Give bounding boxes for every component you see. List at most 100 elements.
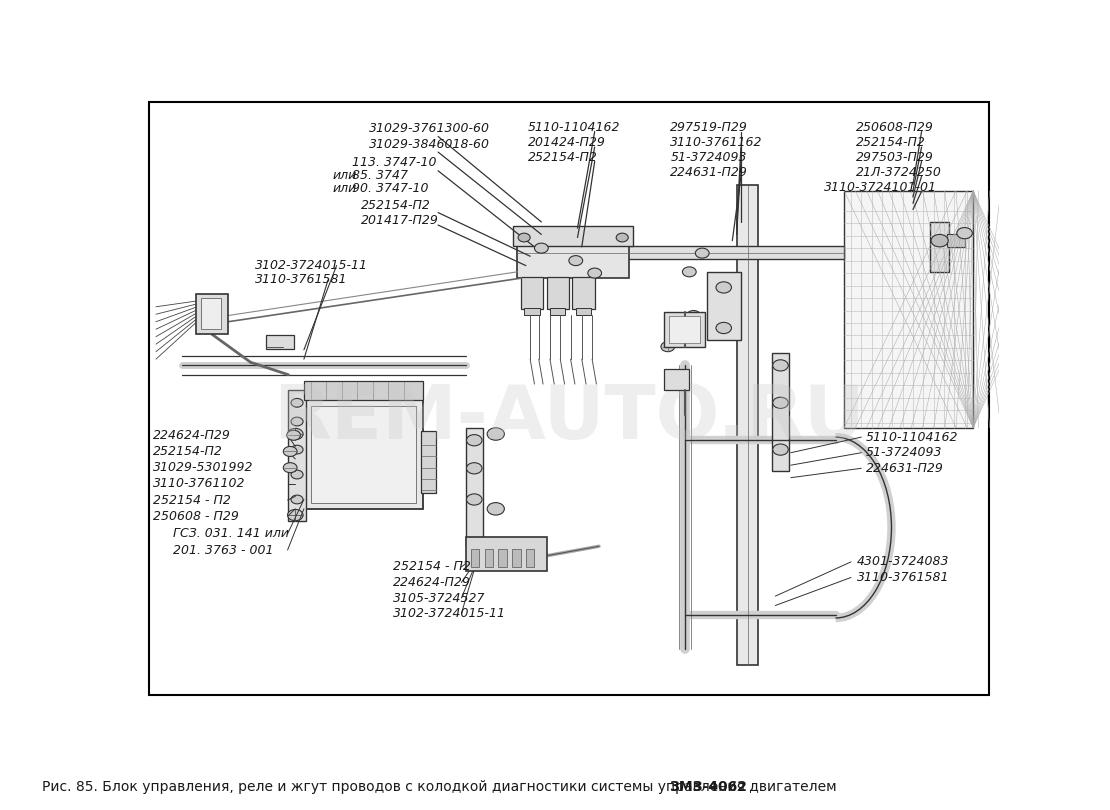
Bar: [485, 548, 493, 568]
Circle shape: [286, 430, 301, 441]
Text: 3110-3761102: 3110-3761102: [153, 477, 246, 490]
Circle shape: [466, 463, 482, 474]
Text: 4301-3724083: 4301-3724083: [857, 556, 949, 569]
Bar: [421, 431, 436, 493]
Circle shape: [773, 397, 788, 408]
Bar: [549, 308, 565, 316]
Text: 31029-3761300-60: 31029-3761300-60: [370, 122, 491, 135]
Text: 51-3724093: 51-3724093: [670, 151, 747, 164]
Text: или: или: [332, 169, 356, 182]
Text: 252154-П2: 252154-П2: [153, 445, 223, 458]
Circle shape: [683, 266, 696, 277]
Text: ГСЗ. 031. 141 или: ГСЗ. 031. 141 или: [173, 527, 290, 540]
Bar: [304, 381, 423, 399]
Bar: [517, 245, 844, 259]
Text: 252154 - П2: 252154 - П2: [393, 561, 471, 573]
Bar: [664, 313, 705, 347]
Text: 5110-1104162: 5110-1104162: [866, 431, 958, 444]
Bar: [289, 390, 305, 522]
Text: 252154-П2: 252154-П2: [856, 135, 926, 148]
Text: 3105-3724527: 3105-3724527: [393, 591, 485, 604]
Circle shape: [695, 248, 709, 258]
Bar: [498, 548, 507, 568]
Bar: [466, 428, 483, 546]
Bar: [576, 308, 592, 316]
Circle shape: [291, 495, 303, 504]
Bar: [304, 399, 423, 509]
Circle shape: [569, 256, 583, 266]
Circle shape: [716, 322, 731, 334]
Bar: [513, 226, 634, 245]
Bar: [517, 237, 629, 278]
Bar: [201, 298, 221, 329]
Circle shape: [616, 233, 628, 242]
Circle shape: [588, 268, 602, 278]
Text: 3110-3761581: 3110-3761581: [857, 571, 949, 584]
Text: 224631-П29: 224631-П29: [866, 462, 944, 475]
Circle shape: [487, 428, 504, 441]
Text: 3102-3724015-11: 3102-3724015-11: [393, 608, 505, 620]
Text: 297503-П29: 297503-П29: [856, 151, 935, 164]
Text: 297519-П29: 297519-П29: [670, 121, 748, 134]
Circle shape: [716, 282, 731, 293]
Circle shape: [518, 233, 531, 242]
Circle shape: [535, 243, 548, 253]
Bar: [573, 277, 595, 309]
Circle shape: [487, 502, 504, 515]
Text: 250608-П29: 250608-П29: [856, 121, 935, 134]
Bar: [466, 537, 547, 571]
Text: 201417-П29: 201417-П29: [361, 214, 438, 227]
Bar: [844, 191, 973, 428]
Circle shape: [283, 463, 297, 473]
Circle shape: [287, 509, 303, 521]
Bar: [311, 406, 416, 502]
Circle shape: [957, 228, 972, 239]
Text: 5110-1104162: 5110-1104162: [527, 121, 620, 134]
Circle shape: [660, 342, 675, 352]
Bar: [771, 353, 789, 471]
Text: 3110-3761162: 3110-3761162: [670, 135, 763, 148]
Bar: [524, 308, 539, 316]
Text: 224631-П29: 224631-П29: [670, 165, 748, 178]
Bar: [546, 277, 568, 309]
Bar: [930, 222, 949, 272]
Text: ЗМЗ-4062: ЗМЗ-4062: [669, 780, 747, 795]
Circle shape: [291, 399, 303, 407]
Text: 21Л-3724250: 21Л-3724250: [856, 165, 942, 178]
Text: 224624-П29: 224624-П29: [153, 428, 231, 441]
Text: REM-AUTO.RU: REM-AUTO.RU: [273, 382, 865, 455]
Text: 85. 3747: 85. 3747: [352, 169, 408, 182]
Text: или: или: [332, 182, 356, 195]
Bar: [706, 272, 741, 340]
Text: 224624-П29: 224624-П29: [393, 576, 471, 589]
Bar: [266, 335, 293, 349]
Circle shape: [287, 428, 303, 440]
Bar: [668, 316, 699, 343]
Bar: [521, 277, 543, 309]
Text: 252154-П2: 252154-П2: [527, 151, 597, 164]
Circle shape: [773, 360, 788, 371]
Circle shape: [291, 470, 303, 479]
Circle shape: [291, 417, 303, 426]
Bar: [195, 294, 229, 335]
Circle shape: [931, 234, 948, 247]
Text: 250608 - П29: 250608 - П29: [153, 509, 240, 522]
Bar: [471, 548, 480, 568]
Text: 252154 - П2: 252154 - П2: [153, 493, 231, 506]
Text: Рис. 85. Блок управления, реле и жгут проводов с колодкой диагностики системы уп: Рис. 85. Блок управления, реле и жгут пр…: [42, 780, 841, 795]
Text: 3102-3724015-11: 3102-3724015-11: [255, 259, 367, 272]
Text: 3110-3761581: 3110-3761581: [255, 274, 347, 287]
Text: 31029-3846018-60: 31029-3846018-60: [370, 138, 491, 151]
Text: 51-3724093: 51-3724093: [866, 446, 942, 459]
Text: 113. 3747-10: 113. 3747-10: [352, 156, 436, 169]
Circle shape: [283, 446, 297, 457]
Text: 201. 3763 - 001: 201. 3763 - 001: [173, 544, 274, 556]
Bar: [948, 234, 965, 247]
Text: 201424-П29: 201424-П29: [527, 135, 605, 148]
Text: 252154-П2: 252154-П2: [361, 199, 431, 212]
Text: 3110-3724101-01: 3110-3724101-01: [824, 181, 937, 194]
Bar: [664, 369, 689, 390]
Circle shape: [687, 310, 700, 321]
Bar: [512, 548, 521, 568]
Text: 31029-5301992: 31029-5301992: [153, 461, 254, 474]
